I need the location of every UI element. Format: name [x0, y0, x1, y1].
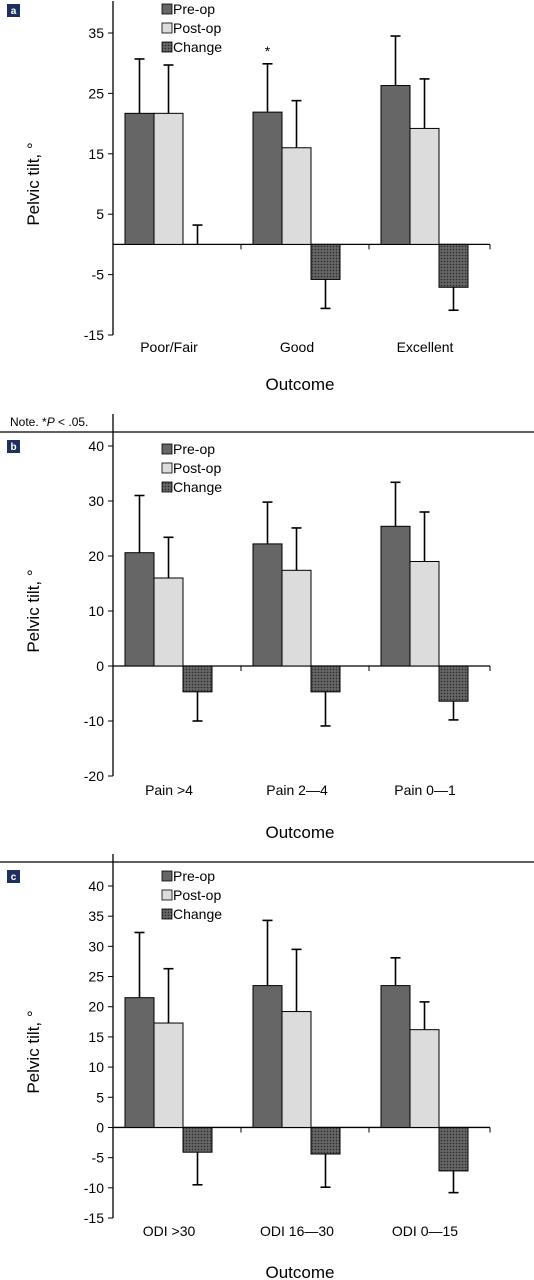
y-tick-label: -10: [84, 1180, 104, 1196]
category-label: ODI >30: [143, 1223, 196, 1239]
bar-post-op-2: [281, 1011, 312, 1128]
bar-pre-op-3: [380, 525, 411, 667]
x-axis-title: Outcome: [266, 375, 335, 394]
legend-label: Pre-op: [173, 1, 215, 17]
y-tick-label: -5: [92, 1150, 105, 1166]
bar-change-3: [438, 665, 469, 702]
category-label: Pain 2—4: [266, 782, 328, 798]
y-tick-label: 15: [88, 1029, 104, 1045]
bar-post-op-3: [409, 1029, 440, 1128]
legend-label: Change: [173, 39, 222, 55]
legend-label: Post-op: [173, 460, 221, 476]
legend-swatch-pre-op: [161, 3, 173, 15]
legend-swatch-post-op: [161, 22, 173, 34]
y-tick-label: -5: [92, 267, 105, 283]
bar-post-op-2: [281, 147, 312, 245]
legend-swatch-post-op: [161, 889, 173, 901]
legend-label: Post-op: [173, 20, 221, 36]
bar-pre-op-2: [252, 985, 283, 1128]
bar-change-2: [310, 665, 341, 693]
bar-pre-op-1: [124, 112, 155, 245]
bar-change-3: [438, 1126, 469, 1172]
y-tick-label: 25: [88, 969, 104, 985]
y-tick-label: 40: [88, 438, 104, 454]
legend-label: Change: [173, 906, 222, 922]
y-tick-label: 30: [88, 493, 104, 509]
y-tick-label: 40: [88, 878, 104, 894]
category-label: Pain >4: [145, 782, 193, 798]
bar-post-op-1: [153, 577, 184, 667]
y-axis-title: Pelvic tilt, °: [24, 1010, 43, 1093]
legend-swatch-pre-op: [161, 443, 173, 455]
chart-panel-c: c -15 -10 -5 0 5 10 15 20 25 30 35 40 ODI >30 ODI 16—3…: [0, 854, 534, 1280]
category-label: Poor/Fair: [140, 339, 198, 355]
y-tick-label: 20: [88, 999, 104, 1015]
bar-change-1: [182, 1126, 213, 1153]
bar-pre-op-2: [252, 111, 283, 245]
bar-change-1: [182, 665, 213, 693]
legend-label: Pre-op: [173, 868, 215, 884]
bar-pre-op-2: [252, 543, 283, 667]
y-tick-label: 15: [88, 146, 104, 162]
y-tick-label: 0: [96, 1119, 104, 1135]
panel-tag: [7, 870, 20, 883]
bar-post-op-3: [409, 561, 440, 667]
bar-change-2: [310, 243, 341, 280]
chart-panel-b: b -20 -10 0 10 20 30 40 Pain >4 Pain 2—4 Pain 0—1 P…: [0, 414, 534, 842]
y-tick-label: 25: [88, 85, 104, 101]
legend-label: Change: [173, 479, 222, 495]
bar-change-2: [310, 1126, 341, 1155]
legend-label: Pre-op: [173, 441, 215, 457]
y-tick-label: 10: [88, 1059, 104, 1075]
panel-tag: [7, 4, 20, 17]
y-tick-label: 30: [88, 938, 104, 954]
bar-pre-op-1: [124, 997, 155, 1128]
legend-swatch-pre-op: [161, 870, 173, 882]
legend-swatch-change: [161, 41, 173, 53]
bar-pre-op-3: [380, 85, 411, 245]
panel-tag-label: b: [10, 442, 16, 453]
panel-tag-label: a: [11, 6, 17, 17]
y-tick-label: 5: [96, 1089, 104, 1105]
category-label: Pain 0—1: [394, 782, 456, 798]
legend-swatch-post-op: [161, 462, 173, 474]
legend-swatch-change: [161, 908, 173, 920]
y-tick-label: 0: [96, 658, 104, 674]
x-axis-title: Outcome: [266, 1263, 335, 1280]
y-tick-label: 20: [88, 548, 104, 564]
chart-panel-a: a -15 -5 5 15 25 35 Poor/Fair Good Excellent * Pre-…: [7, 1, 491, 394]
y-tick-label: -15: [84, 1210, 104, 1226]
bar-post-op-1: [153, 1022, 184, 1128]
y-tick-label: -20: [84, 768, 104, 784]
y-tick-label: 5: [96, 206, 104, 222]
y-tick-label: 10: [88, 603, 104, 619]
bar-post-op-2: [281, 569, 312, 667]
y-tick-label: -10: [84, 713, 104, 729]
category-label: ODI 0—15: [392, 1223, 458, 1239]
bar-pre-op-1: [124, 552, 155, 667]
bar-pre-op-3: [380, 985, 411, 1128]
significance-asterisk: *: [265, 43, 271, 59]
legend-swatch-change: [161, 481, 173, 493]
bar-post-op-1: [153, 112, 184, 245]
category-label: Good: [280, 339, 314, 355]
x-axis-title: Outcome: [266, 823, 335, 842]
bar-post-op-3: [409, 127, 440, 245]
panel-tag-label: c: [11, 872, 17, 883]
y-tick-label: -15: [84, 327, 104, 343]
bar-change-3: [438, 243, 469, 288]
y-axis-title: Pelvic tilt, °: [24, 142, 43, 225]
category-label: Excellent: [397, 339, 454, 355]
y-tick-label: 35: [88, 908, 104, 924]
y-tick-label: 35: [88, 25, 104, 41]
significance-note: Note. *P < .05.: [10, 415, 88, 429]
panel-tag: [7, 440, 20, 453]
y-axis-title: Pelvic tilt, °: [24, 569, 43, 652]
legend-label: Post-op: [173, 887, 221, 903]
category-label: ODI 16—30: [260, 1223, 334, 1239]
